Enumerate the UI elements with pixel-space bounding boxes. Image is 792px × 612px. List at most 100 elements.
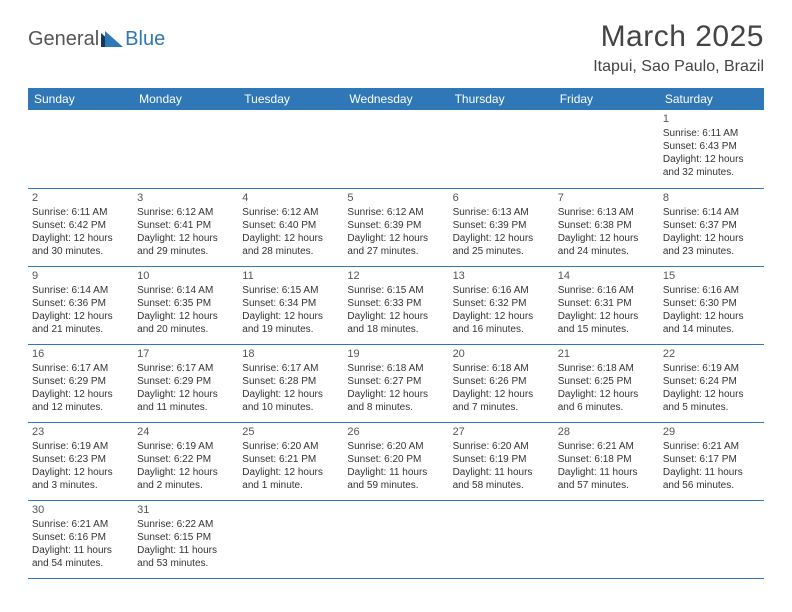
calendar-body: 1Sunrise: 6:11 AMSunset: 6:43 PMDaylight… [28, 110, 764, 578]
sunset-line: Sunset: 6:41 PM [137, 219, 234, 232]
calendar-cell-empty [343, 110, 448, 188]
location: Itapui, Sao Paulo, Brazil [593, 58, 764, 76]
calendar-cell: 3Sunrise: 6:12 AMSunset: 6:41 PMDaylight… [133, 188, 238, 266]
calendar-cell-empty [238, 500, 343, 578]
calendar-row: 16Sunrise: 6:17 AMSunset: 6:29 PMDayligh… [28, 344, 764, 422]
sunrise-line: Sunrise: 6:21 AM [32, 518, 129, 531]
calendar-cell: 28Sunrise: 6:21 AMSunset: 6:18 PMDayligh… [554, 422, 659, 500]
calendar-cell: 13Sunrise: 6:16 AMSunset: 6:32 PMDayligh… [449, 266, 554, 344]
sunset-line: Sunset: 6:19 PM [453, 453, 550, 466]
day-number: 30 [32, 503, 129, 517]
calendar-row: 9Sunrise: 6:14 AMSunset: 6:36 PMDaylight… [28, 266, 764, 344]
day-number: 4 [242, 191, 339, 205]
daylight-line: Daylight: 12 hours and 30 minutes. [32, 232, 129, 258]
daylight-line: Daylight: 11 hours and 54 minutes. [32, 544, 129, 570]
sunrise-line: Sunrise: 6:15 AM [347, 284, 444, 297]
daylight-line: Daylight: 11 hours and 57 minutes. [558, 466, 655, 492]
day-header: Saturday [659, 88, 764, 110]
day-number: 24 [137, 425, 234, 439]
daylight-line: Daylight: 12 hours and 8 minutes. [347, 388, 444, 414]
day-number: 31 [137, 503, 234, 517]
calendar-cell: 15Sunrise: 6:16 AMSunset: 6:30 PMDayligh… [659, 266, 764, 344]
sunset-line: Sunset: 6:30 PM [663, 297, 760, 310]
daylight-line: Daylight: 12 hours and 7 minutes. [453, 388, 550, 414]
logo-text-blue: Blue [125, 28, 165, 51]
calendar-cell-empty [133, 110, 238, 188]
sunset-line: Sunset: 6:37 PM [663, 219, 760, 232]
sunrise-line: Sunrise: 6:16 AM [453, 284, 550, 297]
daylight-line: Daylight: 12 hours and 27 minutes. [347, 232, 444, 258]
sunset-line: Sunset: 6:29 PM [32, 375, 129, 388]
sunset-line: Sunset: 6:18 PM [558, 453, 655, 466]
daylight-line: Daylight: 12 hours and 12 minutes. [32, 388, 129, 414]
daylight-line: Daylight: 12 hours and 18 minutes. [347, 310, 444, 336]
day-header: Friday [554, 88, 659, 110]
calendar-cell: 23Sunrise: 6:19 AMSunset: 6:23 PMDayligh… [28, 422, 133, 500]
calendar-cell-empty [554, 500, 659, 578]
calendar-head: SundayMondayTuesdayWednesdayThursdayFrid… [28, 88, 764, 110]
sunrise-line: Sunrise: 6:19 AM [663, 362, 760, 375]
calendar-cell: 9Sunrise: 6:14 AMSunset: 6:36 PMDaylight… [28, 266, 133, 344]
daylight-line: Daylight: 12 hours and 10 minutes. [242, 388, 339, 414]
sunrise-line: Sunrise: 6:11 AM [32, 206, 129, 219]
day-header: Thursday [449, 88, 554, 110]
daylight-line: Daylight: 12 hours and 1 minute. [242, 466, 339, 492]
sunrise-line: Sunrise: 6:20 AM [453, 440, 550, 453]
calendar-cell: 4Sunrise: 6:12 AMSunset: 6:40 PMDaylight… [238, 188, 343, 266]
calendar-row: 2Sunrise: 6:11 AMSunset: 6:42 PMDaylight… [28, 188, 764, 266]
sunset-line: Sunset: 6:33 PM [347, 297, 444, 310]
sunrise-line: Sunrise: 6:18 AM [347, 362, 444, 375]
calendar-cell: 25Sunrise: 6:20 AMSunset: 6:21 PMDayligh… [238, 422, 343, 500]
day-number: 11 [242, 269, 339, 283]
logo: General Blue [28, 28, 165, 51]
day-number: 22 [663, 347, 760, 361]
sunrise-line: Sunrise: 6:16 AM [558, 284, 655, 297]
day-number: 12 [347, 269, 444, 283]
calendar-cell: 30Sunrise: 6:21 AMSunset: 6:16 PMDayligh… [28, 500, 133, 578]
day-number: 17 [137, 347, 234, 361]
sunset-line: Sunset: 6:34 PM [242, 297, 339, 310]
daylight-line: Daylight: 12 hours and 5 minutes. [663, 388, 760, 414]
day-number: 7 [558, 191, 655, 205]
calendar-cell: 10Sunrise: 6:14 AMSunset: 6:35 PMDayligh… [133, 266, 238, 344]
day-number: 3 [137, 191, 234, 205]
daylight-line: Daylight: 12 hours and 16 minutes. [453, 310, 550, 336]
calendar-cell: 29Sunrise: 6:21 AMSunset: 6:17 PMDayligh… [659, 422, 764, 500]
day-number: 28 [558, 425, 655, 439]
sunset-line: Sunset: 6:20 PM [347, 453, 444, 466]
calendar-cell: 19Sunrise: 6:18 AMSunset: 6:27 PMDayligh… [343, 344, 448, 422]
calendar-cell: 1Sunrise: 6:11 AMSunset: 6:43 PMDaylight… [659, 110, 764, 188]
title-block: March 2025 Itapui, Sao Paulo, Brazil [593, 20, 764, 76]
calendar-cell: 20Sunrise: 6:18 AMSunset: 6:26 PMDayligh… [449, 344, 554, 422]
sunset-line: Sunset: 6:38 PM [558, 219, 655, 232]
daylight-line: Daylight: 12 hours and 15 minutes. [558, 310, 655, 336]
sunrise-line: Sunrise: 6:19 AM [137, 440, 234, 453]
calendar-row: 1Sunrise: 6:11 AMSunset: 6:43 PMDaylight… [28, 110, 764, 188]
calendar-cell: 7Sunrise: 6:13 AMSunset: 6:38 PMDaylight… [554, 188, 659, 266]
day-number: 26 [347, 425, 444, 439]
day-header: Sunday [28, 88, 133, 110]
day-number: 18 [242, 347, 339, 361]
daylight-line: Daylight: 11 hours and 58 minutes. [453, 466, 550, 492]
header: General Blue March 2025 Itapui, Sao Paul… [28, 20, 764, 76]
day-header: Wednesday [343, 88, 448, 110]
calendar-cell: 12Sunrise: 6:15 AMSunset: 6:33 PMDayligh… [343, 266, 448, 344]
daylight-line: Daylight: 12 hours and 2 minutes. [137, 466, 234, 492]
calendar-cell: 11Sunrise: 6:15 AMSunset: 6:34 PMDayligh… [238, 266, 343, 344]
sunrise-line: Sunrise: 6:21 AM [558, 440, 655, 453]
calendar-cell: 21Sunrise: 6:18 AMSunset: 6:25 PMDayligh… [554, 344, 659, 422]
sunrise-line: Sunrise: 6:12 AM [242, 206, 339, 219]
sunset-line: Sunset: 6:32 PM [453, 297, 550, 310]
sunrise-line: Sunrise: 6:14 AM [32, 284, 129, 297]
calendar-cell: 6Sunrise: 6:13 AMSunset: 6:39 PMDaylight… [449, 188, 554, 266]
daylight-line: Daylight: 12 hours and 3 minutes. [32, 466, 129, 492]
day-number: 20 [453, 347, 550, 361]
daylight-line: Daylight: 11 hours and 59 minutes. [347, 466, 444, 492]
sunset-line: Sunset: 6:27 PM [347, 375, 444, 388]
day-number: 5 [347, 191, 444, 205]
day-number: 14 [558, 269, 655, 283]
day-number: 21 [558, 347, 655, 361]
sunset-line: Sunset: 6:31 PM [558, 297, 655, 310]
daylight-line: Daylight: 12 hours and 25 minutes. [453, 232, 550, 258]
day-number: 1 [663, 112, 760, 126]
